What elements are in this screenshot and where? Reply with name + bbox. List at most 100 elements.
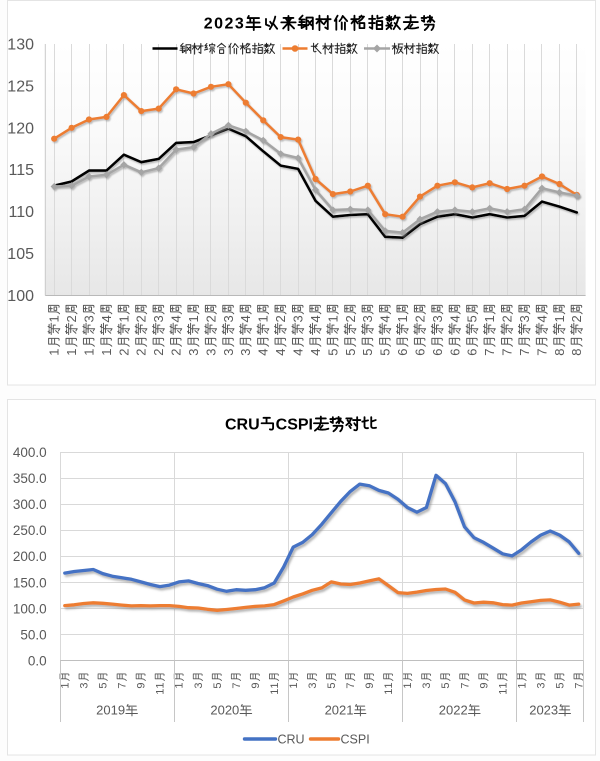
svg-text:2021: 2021	[325, 703, 354, 718]
svg-text:6: 6	[430, 349, 445, 356]
svg-text:3: 3	[307, 682, 319, 688]
svg-text:3: 3	[203, 349, 218, 356]
svg-text:4: 4	[291, 349, 306, 356]
svg-text:4: 4	[169, 315, 184, 322]
svg-text:4: 4	[273, 349, 288, 356]
svg-text:6: 6	[447, 349, 462, 356]
svg-text:300.0: 300.0	[13, 497, 47, 512]
svg-text:1: 1	[256, 315, 271, 322]
svg-text:2: 2	[64, 315, 79, 322]
svg-text:1: 1	[99, 349, 114, 356]
svg-text:7: 7	[534, 349, 549, 356]
svg-text:1: 1	[47, 349, 62, 356]
svg-text:105: 105	[7, 246, 34, 263]
svg-text:7: 7	[482, 349, 497, 356]
svg-text:4: 4	[534, 315, 549, 322]
svg-text:3: 3	[193, 682, 205, 688]
svg-text:400.0: 400.0	[13, 445, 47, 460]
svg-text:1: 1	[395, 315, 410, 322]
svg-text:4: 4	[308, 315, 323, 322]
svg-text:1: 1	[81, 349, 96, 356]
svg-text:1: 1	[174, 682, 186, 688]
svg-text:4: 4	[256, 349, 271, 356]
svg-text:3: 3	[517, 315, 532, 322]
svg-text:5: 5	[212, 682, 224, 688]
svg-text:1: 1	[116, 315, 131, 322]
svg-text:2023: 2023	[204, 15, 246, 32]
svg-text:9: 9	[478, 682, 490, 688]
svg-text:8: 8	[569, 349, 584, 356]
svg-text:100: 100	[7, 288, 34, 305]
svg-text:2: 2	[134, 315, 149, 322]
svg-text:130: 130	[7, 37, 34, 54]
svg-text:3: 3	[79, 682, 91, 688]
svg-text:CRU: CRU	[225, 417, 260, 434]
svg-text:6: 6	[395, 349, 410, 356]
svg-text:CRU: CRU	[278, 732, 305, 746]
svg-text:3: 3	[535, 682, 547, 688]
svg-text:CSPI: CSPI	[276, 417, 313, 434]
svg-text:1: 1	[497, 682, 509, 688]
svg-text:7: 7	[345, 682, 357, 688]
svg-text:1: 1	[288, 682, 300, 688]
svg-text:0.0: 0.0	[28, 653, 47, 668]
svg-text:1: 1	[383, 682, 395, 688]
svg-text:2: 2	[203, 315, 218, 322]
svg-text:5: 5	[360, 349, 375, 356]
svg-text:7: 7	[573, 682, 585, 688]
svg-text:2019: 2019	[96, 703, 125, 718]
svg-text:1: 1	[269, 689, 281, 695]
svg-text:3: 3	[151, 315, 166, 322]
svg-text:200.0: 200.0	[13, 549, 47, 564]
svg-text:5: 5	[440, 682, 452, 688]
svg-text:2: 2	[569, 315, 584, 322]
svg-text:2: 2	[151, 349, 166, 356]
svg-text:3: 3	[221, 315, 236, 322]
svg-text:2: 2	[343, 315, 358, 322]
svg-text:150.0: 150.0	[13, 575, 47, 590]
svg-text:1: 1	[47, 315, 62, 322]
svg-text:110: 110	[8, 204, 34, 221]
svg-text:2020: 2020	[210, 703, 239, 718]
svg-text:1: 1	[402, 682, 414, 688]
svg-text:1: 1	[64, 349, 79, 356]
svg-text:7: 7	[231, 682, 243, 688]
svg-text:3: 3	[186, 349, 201, 356]
svg-text:1: 1	[155, 689, 167, 695]
svg-text:5: 5	[378, 349, 393, 356]
svg-text:4: 4	[99, 315, 114, 322]
svg-text:1: 1	[325, 315, 340, 322]
svg-text:5: 5	[325, 349, 340, 356]
svg-text:125: 125	[7, 78, 34, 95]
svg-text:3: 3	[81, 315, 96, 322]
svg-text:7: 7	[459, 682, 471, 688]
svg-text:5: 5	[465, 315, 480, 322]
svg-text:1: 1	[482, 315, 497, 322]
svg-text:3: 3	[238, 349, 253, 356]
svg-text:3: 3	[430, 315, 445, 322]
svg-text:2023: 2023	[529, 703, 558, 718]
svg-text:115: 115	[8, 162, 34, 179]
svg-text:7: 7	[117, 682, 129, 688]
svg-text:2: 2	[273, 315, 288, 322]
svg-text:1: 1	[552, 315, 567, 322]
svg-text:1: 1	[186, 315, 201, 322]
svg-text:2: 2	[500, 315, 515, 322]
svg-text:CSPI: CSPI	[341, 732, 370, 746]
svg-text:8: 8	[552, 349, 567, 356]
svg-text:4: 4	[238, 315, 253, 322]
svg-text:5: 5	[343, 349, 358, 356]
svg-text:1: 1	[497, 689, 509, 695]
svg-text:4: 4	[378, 315, 393, 322]
svg-text:4: 4	[308, 349, 323, 356]
svg-text:350.0: 350.0	[13, 471, 47, 486]
svg-text:250.0: 250.0	[13, 523, 47, 538]
svg-text:5: 5	[326, 682, 338, 688]
svg-text:9: 9	[136, 682, 148, 688]
svg-text:3: 3	[360, 315, 375, 322]
svg-text:7: 7	[517, 349, 532, 356]
svg-text:100.0: 100.0	[13, 601, 47, 616]
svg-text:1: 1	[60, 682, 72, 688]
svg-text:9: 9	[364, 682, 376, 688]
svg-text:3: 3	[291, 315, 306, 322]
